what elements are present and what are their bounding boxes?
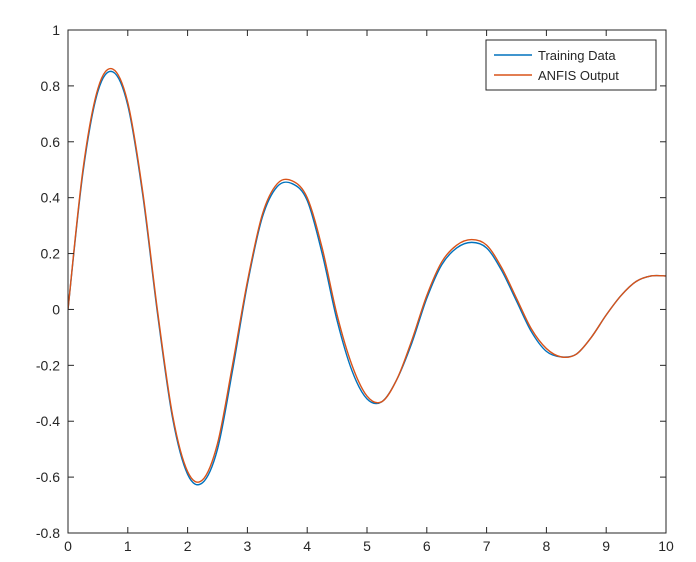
x-tick-label: 3 [244, 538, 252, 554]
y-tick-label: -0.2 [36, 357, 60, 373]
x-tick-label: 6 [423, 538, 431, 554]
x-tick-label: 5 [363, 538, 371, 554]
x-tick-label: 10 [658, 538, 674, 554]
y-tick-label: 0.4 [41, 190, 61, 206]
x-tick-label: 9 [602, 538, 610, 554]
plot-area [68, 30, 666, 533]
x-tick-label: 8 [543, 538, 551, 554]
x-tick-label: 1 [124, 538, 132, 554]
y-tick-label: 0.8 [41, 78, 61, 94]
axes-layer: 0 1 2 3 4 5 6 7 8 9 10 -0.8 -0.6 -0.4 -0.2 0 0.2 0.4 0.6 0.… [36, 22, 674, 554]
legend-label: Training Data [538, 48, 616, 63]
x-tick-label: 7 [483, 538, 491, 554]
y-tick-label: -0.6 [36, 469, 60, 485]
y-tick-label: 0.6 [41, 134, 61, 150]
series-layer [68, 67, 666, 486]
y-tick-label: 0 [52, 301, 60, 317]
y-tick-label: -0.8 [36, 525, 60, 541]
x-tick-label: 4 [303, 538, 311, 554]
legend-label: ANFIS Output [538, 68, 619, 83]
series-line-anfis-output [68, 67, 666, 483]
legend-box [485, 39, 657, 91]
x-tick-label: 2 [184, 538, 192, 554]
y-tick-label: 1 [52, 22, 60, 38]
x-tick-label: 0 [64, 538, 72, 554]
y-tick-label: 0.2 [41, 246, 61, 262]
y-tick-label: -0.4 [36, 413, 60, 429]
legend: Training Data ANFIS Output [485, 39, 657, 91]
